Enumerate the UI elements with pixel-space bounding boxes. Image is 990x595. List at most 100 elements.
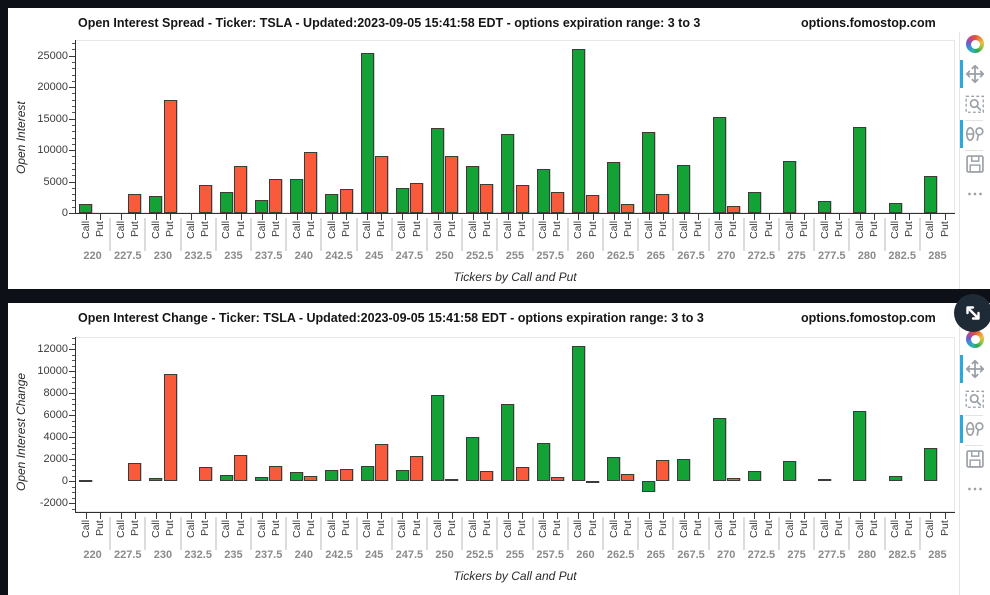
call-put-label: Call xyxy=(466,221,479,240)
group-separator xyxy=(461,218,464,251)
x-tick xyxy=(874,214,876,220)
put-bar-252.5 xyxy=(480,184,494,213)
y-minor-tick xyxy=(72,68,75,70)
y-minor-tick xyxy=(72,420,75,422)
call-bar-270 xyxy=(712,418,726,482)
call-put-label: Call xyxy=(325,520,338,539)
y-minor-tick xyxy=(72,93,75,95)
y-minor-tick xyxy=(72,206,75,208)
pan-icon[interactable] xyxy=(964,63,986,85)
group-label: 240 xyxy=(294,549,313,561)
group-separator xyxy=(672,218,675,251)
x-tick xyxy=(85,513,87,519)
y-minor-tick xyxy=(72,376,75,378)
call-bar-285 xyxy=(923,448,937,482)
x-tick xyxy=(310,214,312,220)
call-put-label: Call xyxy=(572,520,585,539)
y-tick-label: 10000 xyxy=(37,144,68,157)
group-label: 280 xyxy=(857,549,877,561)
call-put-label: Put xyxy=(128,221,141,237)
group-label: 247.5 xyxy=(395,250,424,262)
x-tick xyxy=(226,214,228,220)
call-put-label: Call xyxy=(466,520,479,539)
call-put-label: Put xyxy=(340,520,353,536)
call-put-label: Put xyxy=(516,520,529,536)
x-tick xyxy=(451,513,453,519)
x-tick xyxy=(789,214,791,220)
call-put-label: Call xyxy=(149,221,162,240)
bokeh-logo-icon[interactable] xyxy=(966,35,984,53)
call-put-label: Call xyxy=(79,520,92,539)
put-bar-247.5 xyxy=(410,183,423,213)
put-bar-245 xyxy=(374,444,388,482)
box-zoom-icon[interactable] xyxy=(964,388,986,410)
x-tick xyxy=(191,214,193,220)
call-put-label: Call xyxy=(114,520,127,539)
y-minor-tick xyxy=(72,382,75,384)
put-bar-235 xyxy=(234,165,247,213)
y-minor-tick xyxy=(72,99,75,101)
group-label: 237.5 xyxy=(254,549,283,561)
call-bar-250 xyxy=(431,128,444,213)
call-put-label: Put xyxy=(480,221,493,237)
group-label: 270 xyxy=(717,250,736,262)
call-bar-270 xyxy=(712,117,726,213)
wheel-zoom-icon[interactable] xyxy=(964,123,986,145)
group-separator xyxy=(742,218,745,251)
group-label: 242.5 xyxy=(325,250,353,262)
fullscreen-button[interactable] xyxy=(954,294,990,332)
x-tick xyxy=(733,214,735,220)
y-tick-label: 4000 xyxy=(43,431,68,444)
call-bar-247.5 xyxy=(395,470,409,482)
call-put-label: Call xyxy=(889,221,902,240)
group-label: 220 xyxy=(83,250,102,262)
plot-area[interactable]: 0 5000 10000 15000 20000 25000 Call Put 220 Call P… xyxy=(8,8,990,289)
more-icon[interactable] xyxy=(964,183,986,205)
group-separator xyxy=(179,517,182,550)
x-tick xyxy=(768,513,770,519)
call-bar-247.5 xyxy=(395,188,409,213)
group-label: 282.5 xyxy=(888,549,916,561)
x-tick xyxy=(627,513,629,519)
call-bar-252.5 xyxy=(466,166,480,213)
group-separator xyxy=(390,517,393,550)
call-bar-245 xyxy=(360,53,374,213)
y-minor-tick xyxy=(72,492,75,494)
group-separator xyxy=(461,517,464,550)
x-tick xyxy=(416,214,418,220)
call-bar-230 xyxy=(149,477,163,482)
call-put-label: Put xyxy=(375,221,388,237)
y-minor-tick xyxy=(72,62,75,64)
save-icon[interactable] xyxy=(964,153,986,175)
y-tick xyxy=(69,213,75,214)
bokeh-logo-icon[interactable] xyxy=(966,330,984,348)
pan-icon[interactable] xyxy=(964,358,986,380)
toolbar-separator xyxy=(965,150,983,151)
plot-area[interactable]: -2000 0 2000 4000 6000 8000 10000 12000 Call Put 2… xyxy=(8,303,990,595)
group-separator xyxy=(179,218,182,251)
y-minor-tick xyxy=(72,404,75,406)
y-minor-tick xyxy=(72,168,75,170)
call-put-label: Put xyxy=(480,520,493,536)
active-tool-indicator xyxy=(960,355,963,383)
group-separator xyxy=(707,517,710,550)
x-tick xyxy=(275,214,277,220)
x-tick xyxy=(824,513,826,519)
x-tick xyxy=(944,513,946,519)
call-put-label: Put xyxy=(692,520,705,536)
call-bar-262.5 xyxy=(607,456,620,482)
wheel-zoom-icon[interactable] xyxy=(964,418,986,440)
x-tick xyxy=(99,513,101,519)
call-bar-242.5 xyxy=(325,194,339,213)
x-tick xyxy=(719,513,721,519)
x-tick xyxy=(683,513,685,519)
call-put-label: Call xyxy=(501,221,514,240)
box-zoom-icon[interactable] xyxy=(964,93,986,115)
call-put-label: Put xyxy=(692,221,705,237)
more-icon[interactable] xyxy=(964,478,986,500)
x-tick xyxy=(733,513,735,519)
save-icon[interactable] xyxy=(964,448,986,470)
group-label: 285 xyxy=(928,549,947,561)
call-put-label: Put xyxy=(164,221,177,237)
call-put-label: Put xyxy=(727,221,740,237)
